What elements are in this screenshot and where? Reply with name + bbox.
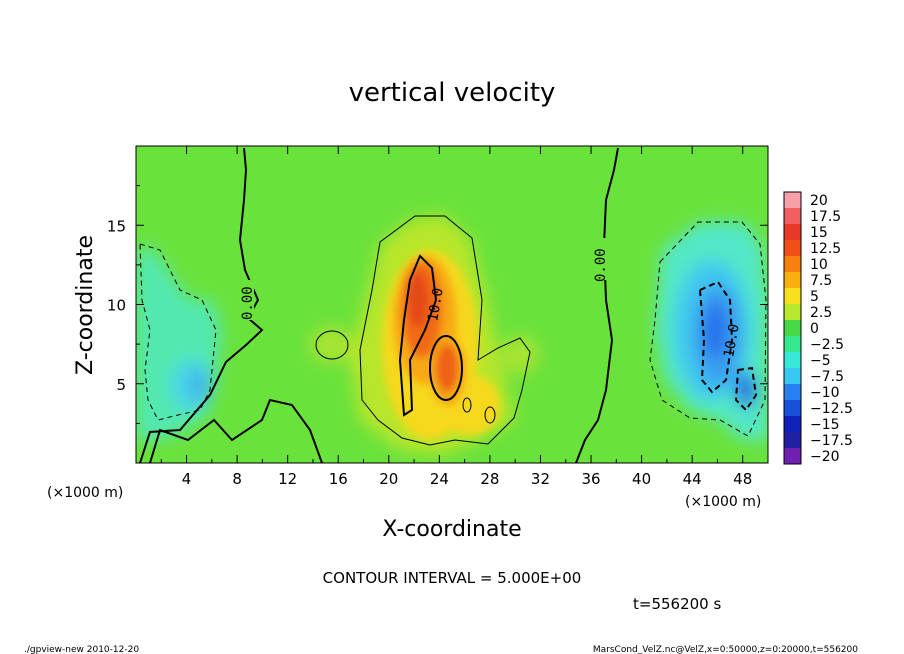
footer-left: ./gpview-new 2010-12-20	[24, 645, 139, 654]
x-tick-label: 20	[379, 470, 398, 488]
contour-label-zero-right: 0.00	[593, 248, 609, 282]
x-tick-label: 32	[531, 470, 550, 488]
colorbar-swatch	[784, 240, 801, 257]
colorbar-label: −20	[810, 449, 840, 465]
colorbar-label: 7.5	[810, 273, 832, 289]
x-tick-label: 24	[430, 470, 449, 488]
colorbar: 2017.51512.5107.552.50−2.5−5−7.5−10−12.5…	[783, 191, 853, 465]
colorbar-label: −17.5	[810, 433, 853, 449]
x-tick-label: 16	[329, 470, 348, 488]
colorbar-label: −12.5	[810, 401, 853, 417]
colorbar-label: −7.5	[810, 369, 844, 385]
x-tick-label: 28	[480, 470, 499, 488]
colorbar-swatch	[784, 208, 801, 225]
contour-label-ten-updraft: 10.0	[425, 287, 447, 323]
colorbar-label: 12.5	[810, 241, 841, 257]
colorbar-swatch	[784, 448, 801, 465]
colorbar-swatch	[784, 368, 801, 385]
colorbar-label: 20	[810, 193, 828, 209]
contour-label-zero-left: 0.00	[240, 286, 256, 320]
x-tick-label: 12	[278, 470, 297, 488]
colorbar-swatch	[784, 384, 801, 401]
colorbar-swatch	[784, 224, 801, 241]
colorbar-label: 2.5	[810, 305, 832, 321]
contour-labels: 0.00 0.00 10.0 10.0	[236, 238, 743, 359]
contour-interval-text: CONTOUR INTERVAL = 5.000E+00	[323, 569, 582, 587]
colorbar-label: −2.5	[810, 337, 844, 353]
x-tick-label: 8	[232, 470, 242, 488]
x-unit-right: (×1000 m)	[685, 494, 761, 510]
colorbar-swatch	[784, 416, 801, 433]
y-tick-label: 10	[107, 297, 126, 315]
colorbar-swatch	[784, 320, 801, 337]
x-unit-left: (×1000 m)	[47, 485, 123, 501]
x-tick-label: 48	[733, 470, 752, 488]
colorbar-swatch	[784, 336, 801, 353]
colorbar-swatch	[784, 400, 801, 417]
colorbar-swatch	[784, 352, 801, 369]
colorbar-swatch	[784, 288, 801, 305]
colorbar-label: 17.5	[810, 209, 841, 225]
colorbar-swatch	[784, 432, 801, 449]
x-axis-label: X-coordinate	[382, 517, 521, 542]
colorbar-swatch	[784, 192, 801, 209]
colorbar-label: 10	[810, 257, 828, 273]
velocity-field	[136, 146, 768, 463]
colorbar-label: 0	[810, 321, 819, 337]
x-tick-label: 44	[683, 470, 702, 488]
footer-right: MarsCond_VelZ.nc@VelZ,x=0:50000,z=0:2000…	[593, 645, 858, 654]
colorbar-frame	[783, 191, 802, 465]
y-axis-label: Z-coordinate	[73, 235, 98, 375]
colorbar-label: 5	[810, 289, 819, 305]
y-axis-ticks: 5 10 15	[107, 185, 768, 424]
colorbar-label: 15	[810, 225, 828, 241]
x-tick-label: 36	[581, 470, 600, 488]
contour-label-ten-downdraft: 10.0	[721, 323, 743, 359]
colorbar-swatch	[784, 272, 801, 289]
colorbar-label: −5	[810, 353, 831, 369]
y-tick-label: 15	[107, 217, 126, 235]
x-tick-label: 40	[632, 470, 651, 488]
time-text: t=556200 s	[633, 595, 721, 613]
colorbar-label: −10	[810, 385, 840, 401]
x-axis-ticks: 4 8 12 16 20 24 28 32 36 40 44 48	[160, 146, 752, 488]
colorbar-swatch	[784, 256, 801, 273]
chart-title: vertical velocity	[349, 78, 556, 108]
colorbar-label: −15	[810, 417, 840, 433]
y-tick-label: 5	[116, 376, 126, 394]
colorbar-swatch	[784, 304, 801, 321]
x-tick-label: 4	[182, 470, 192, 488]
